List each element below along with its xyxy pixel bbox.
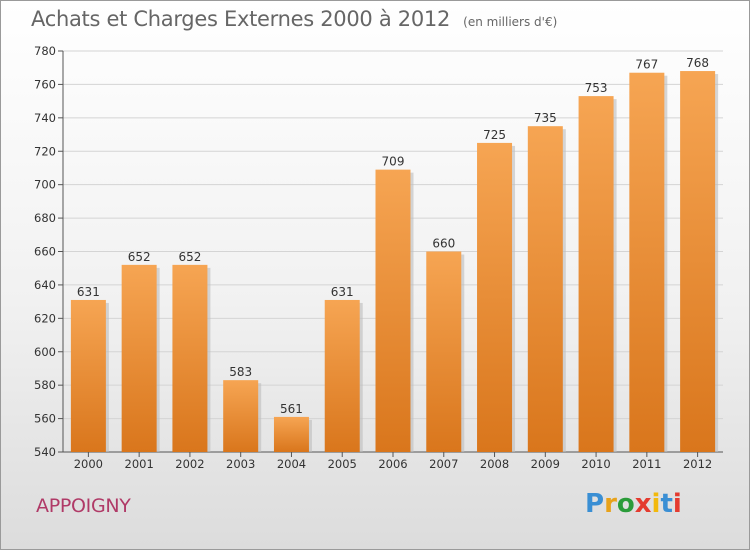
data-label: 561 bbox=[280, 402, 303, 416]
data-label: 652 bbox=[178, 250, 201, 264]
bar-2000 bbox=[70, 299, 106, 452]
data-label: 660 bbox=[432, 237, 455, 251]
data-label: 631 bbox=[331, 285, 354, 299]
x-tick-label: 2009 bbox=[531, 457, 560, 471]
data-label: 767 bbox=[635, 58, 658, 72]
y-tick-label: 560 bbox=[34, 412, 56, 426]
bar-2006 bbox=[375, 169, 411, 453]
y-tick-label: 540 bbox=[34, 445, 56, 459]
bar-2001 bbox=[121, 264, 157, 452]
title-unit: (en milliers d'€) bbox=[463, 15, 558, 29]
data-label: 735 bbox=[534, 111, 557, 125]
bar-2005 bbox=[324, 299, 360, 452]
data-label: 725 bbox=[483, 128, 506, 142]
y-tick-label: 620 bbox=[34, 311, 56, 325]
y-tick-label: 600 bbox=[34, 345, 56, 359]
y-tick-label: 700 bbox=[34, 178, 56, 192]
logo-letter: x bbox=[634, 489, 652, 519]
data-label: 768 bbox=[686, 56, 709, 70]
logo-letter: t bbox=[660, 489, 673, 519]
logo-letter: P bbox=[585, 489, 605, 519]
x-tick-label: 2003 bbox=[226, 457, 255, 471]
bar-2003 bbox=[223, 380, 259, 452]
x-tick-label: 2000 bbox=[74, 457, 103, 471]
x-tick-label: 2001 bbox=[125, 457, 154, 471]
proxiti-logo: Proxiti bbox=[585, 489, 682, 519]
data-label: 753 bbox=[585, 81, 608, 95]
y-tick-label: 660 bbox=[34, 245, 56, 259]
logo-letter: o bbox=[616, 489, 635, 519]
x-tick-label: 2002 bbox=[175, 457, 204, 471]
y-tick-label: 640 bbox=[34, 278, 56, 292]
x-tick-label: 2004 bbox=[277, 457, 306, 471]
data-label: 631 bbox=[77, 285, 100, 299]
town-name: APPOIGNY bbox=[36, 495, 131, 517]
x-tick-label: 2011 bbox=[632, 457, 661, 471]
x-tick-label: 2012 bbox=[683, 457, 712, 471]
bar-2012 bbox=[680, 71, 716, 453]
axes: 540 560 580 600 620 640 660 680 700 720 740 760 780 2… bbox=[34, 44, 723, 471]
y-tick-label: 740 bbox=[34, 111, 56, 125]
title-text: Achats et Charges Externes 2000 à 2012 bbox=[31, 7, 451, 31]
x-tick-label: 2005 bbox=[328, 457, 357, 471]
data-label: 652 bbox=[128, 250, 151, 264]
y-tick-label: 680 bbox=[34, 211, 56, 225]
data-labels: 631 652 652 583 561 631 709 660 725 735 753 767 768 bbox=[77, 56, 709, 416]
y-tick-label: 780 bbox=[34, 44, 56, 58]
bar-2011 bbox=[629, 72, 665, 453]
y-tick-label: 760 bbox=[34, 77, 56, 91]
bar-2010 bbox=[578, 96, 614, 453]
data-label: 583 bbox=[229, 365, 252, 379]
logo-letter: r bbox=[604, 489, 617, 519]
bar-2002 bbox=[172, 264, 208, 452]
bar-2007 bbox=[426, 251, 462, 452]
logo-letter: i bbox=[651, 489, 661, 519]
x-tick-label: 2007 bbox=[429, 457, 458, 471]
bar-2004 bbox=[273, 416, 309, 452]
x-tick-label: 2006 bbox=[378, 457, 407, 471]
data-label: 709 bbox=[382, 155, 405, 169]
y-tick-label: 580 bbox=[34, 378, 56, 392]
x-tick-label: 2008 bbox=[480, 457, 509, 471]
bar-2009 bbox=[527, 126, 563, 452]
logo-letter: i bbox=[672, 489, 682, 519]
chart-title: Achats et Charges Externes 2000 à 2012 (… bbox=[31, 7, 557, 31]
bar-2008 bbox=[477, 142, 513, 453]
bars bbox=[70, 71, 719, 453]
x-tick-label: 2010 bbox=[581, 457, 610, 471]
y-tick-label: 720 bbox=[34, 144, 56, 158]
